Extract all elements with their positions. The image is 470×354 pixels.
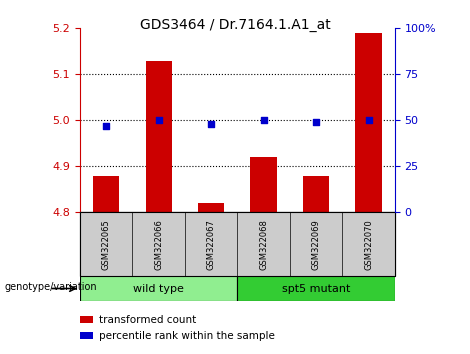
Point: [102, 123, 110, 129]
Bar: [198, 203, 224, 212]
Text: GSM322066: GSM322066: [154, 219, 163, 270]
Text: spt5 mutant: spt5 mutant: [282, 284, 350, 293]
Text: genotype/variation: genotype/variation: [5, 282, 97, 292]
Bar: [303, 176, 329, 212]
Text: GSM322068: GSM322068: [259, 219, 268, 270]
Text: transformed count: transformed count: [99, 315, 196, 325]
Point: [260, 118, 267, 123]
Bar: [80, 276, 237, 301]
Text: GSM322065: GSM322065: [102, 219, 110, 270]
Bar: [80, 212, 133, 276]
Bar: [290, 212, 342, 276]
Point: [155, 118, 163, 123]
Bar: [146, 61, 172, 212]
Bar: [185, 212, 237, 276]
Bar: [251, 157, 277, 212]
Text: GSM322070: GSM322070: [364, 219, 373, 270]
Point: [207, 121, 215, 127]
Point: [365, 118, 372, 123]
Bar: [237, 212, 290, 276]
Point: [312, 119, 320, 125]
Bar: [93, 176, 119, 212]
Text: GDS3464 / Dr.7164.1.A1_at: GDS3464 / Dr.7164.1.A1_at: [140, 18, 330, 32]
Text: GSM322067: GSM322067: [207, 219, 216, 270]
Bar: [355, 33, 382, 212]
Text: GSM322069: GSM322069: [312, 219, 321, 270]
Bar: [133, 212, 185, 276]
Text: wild type: wild type: [133, 284, 184, 293]
Text: percentile rank within the sample: percentile rank within the sample: [99, 331, 274, 341]
Bar: [342, 212, 395, 276]
Bar: [237, 276, 395, 301]
